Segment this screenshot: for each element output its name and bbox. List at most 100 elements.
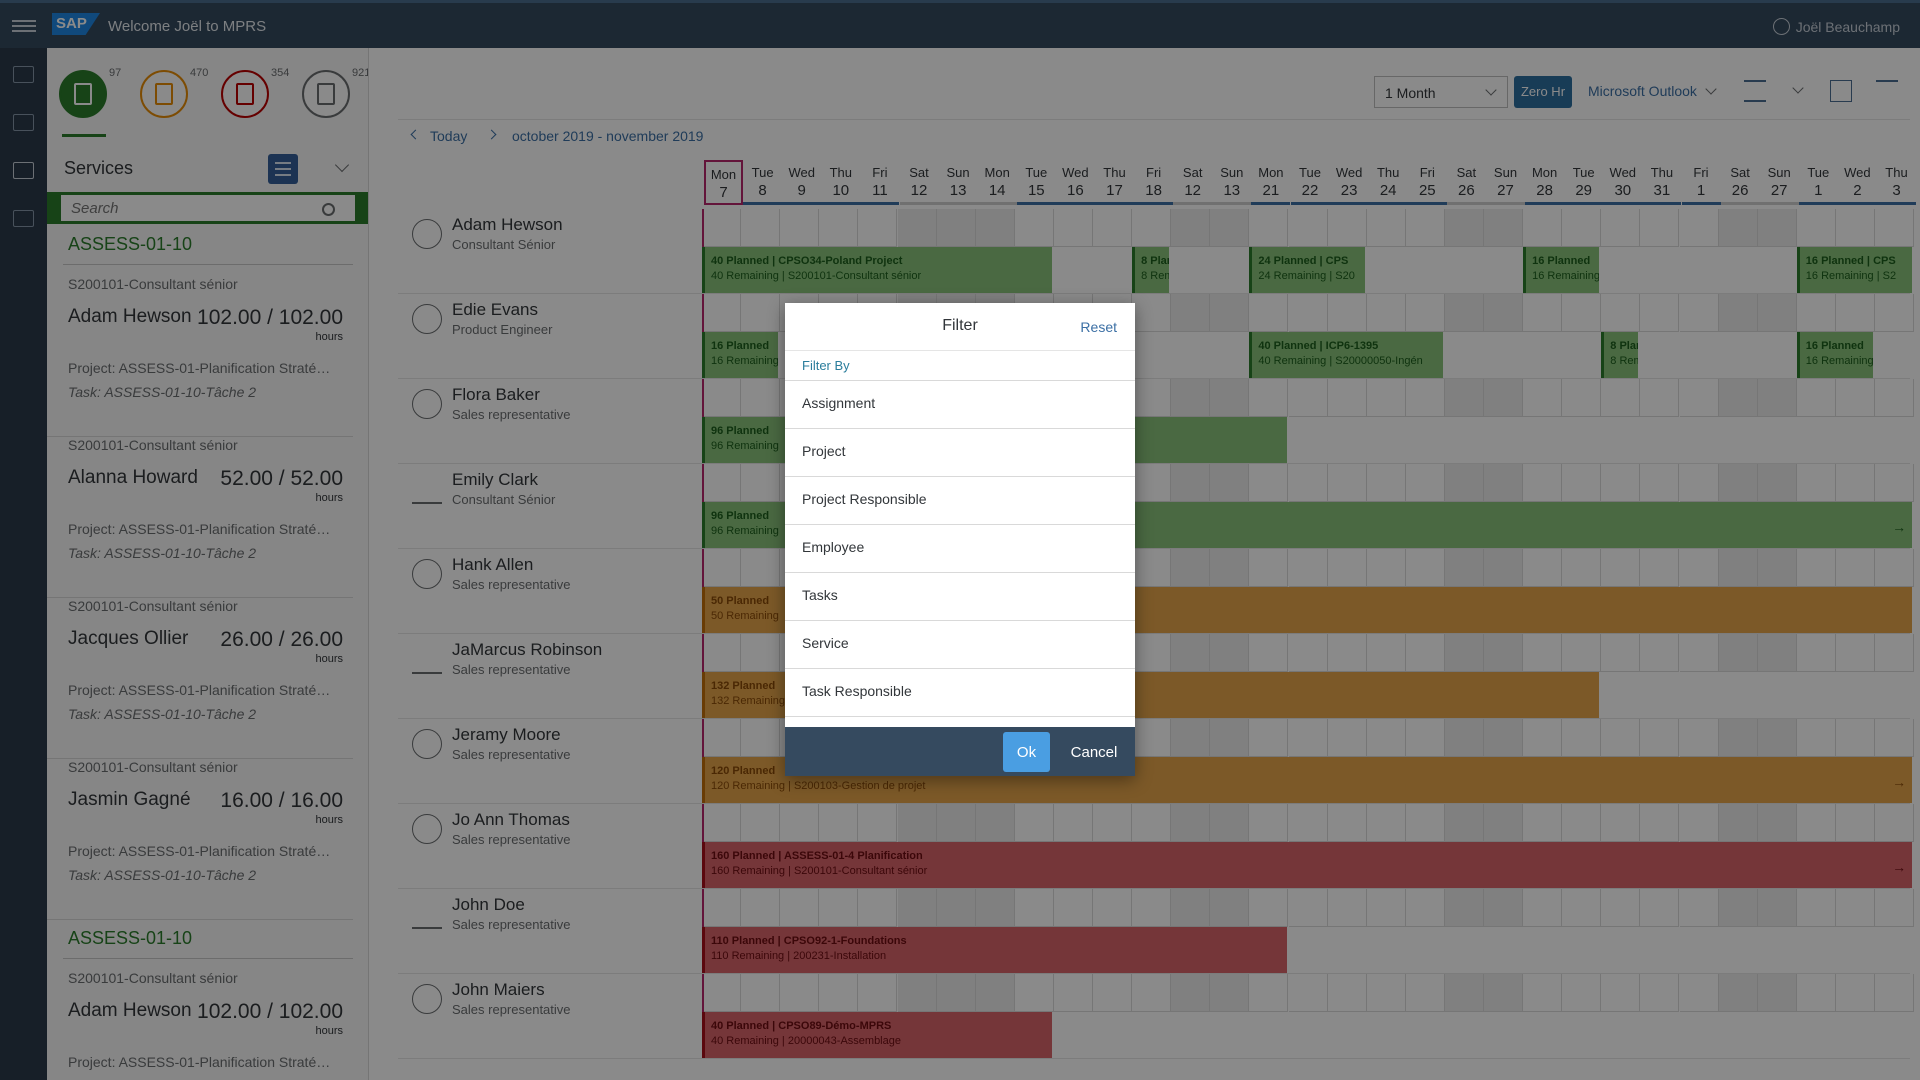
- calendar-icon[interactable]: [1830, 80, 1852, 102]
- filter-item[interactable]: Assignment: [785, 381, 1135, 429]
- day-cell[interactable]: [1288, 974, 1328, 1012]
- assignment-bar[interactable]: 40 Planned | CPSO34-Poland Project 40 Rem…: [702, 247, 1052, 293]
- day-cell[interactable]: [1210, 294, 1250, 332]
- day-cell[interactable]: [1171, 294, 1211, 332]
- day-cell[interactable]: [1796, 804, 1836, 842]
- day-cell[interactable]: [897, 804, 937, 842]
- assignment-bar[interactable]: 16 Planned 16 Remaining: [1796, 332, 1873, 378]
- day-cell[interactable]: [1210, 379, 1250, 417]
- day-cell[interactable]: [1484, 719, 1523, 757]
- day-cell[interactable]: [1484, 974, 1523, 1012]
- day-cell[interactable]: [1718, 804, 1758, 842]
- day-cell[interactable]: [1327, 209, 1367, 247]
- day-cell[interactable]: [1249, 719, 1289, 757]
- day-cell[interactable]: [1835, 889, 1875, 927]
- ok-button[interactable]: Ok: [1003, 732, 1050, 772]
- day-cell[interactable]: [1757, 209, 1797, 247]
- day-cell[interactable]: [1835, 549, 1875, 587]
- day-cell[interactable]: [702, 209, 741, 247]
- day-cell[interactable]: [1835, 294, 1875, 332]
- day-cell[interactable]: [1405, 294, 1445, 332]
- day-cell[interactable]: [1640, 464, 1680, 502]
- day-cell[interactable]: [1132, 294, 1172, 332]
- filter-item[interactable]: Employee: [785, 525, 1135, 573]
- day-cell[interactable]: [1132, 974, 1172, 1012]
- day-cell[interactable]: [1249, 974, 1289, 1012]
- day-cell[interactable]: [1757, 634, 1797, 672]
- day-cell[interactable]: [1366, 974, 1406, 1012]
- filter-item[interactable]: Tasks: [785, 573, 1135, 621]
- day-cell[interactable]: [1640, 719, 1680, 757]
- day-cell[interactable]: [1288, 209, 1328, 247]
- day-cell[interactable]: [1679, 974, 1719, 1012]
- day-cell[interactable]: [1679, 464, 1719, 502]
- day-cell[interactable]: [702, 379, 741, 417]
- day-cell[interactable]: [1523, 379, 1563, 417]
- day-cell[interactable]: [1640, 804, 1680, 842]
- day-cell[interactable]: [1562, 974, 1602, 1012]
- day-cell[interactable]: [1640, 889, 1680, 927]
- day-cell[interactable]: [741, 549, 781, 587]
- day-cell[interactable]: [1757, 549, 1797, 587]
- filter-item[interactable]: Task Responsible: [785, 669, 1135, 717]
- day-cell[interactable]: [1796, 464, 1836, 502]
- day-cell[interactable]: [1249, 804, 1289, 842]
- outlook-select[interactable]: Microsoft Outlook: [1588, 83, 1717, 99]
- day-cell[interactable]: [1093, 889, 1132, 927]
- day-cell[interactable]: [1405, 889, 1445, 927]
- user-menu[interactable]: Joël Beauchamp: [1772, 18, 1900, 35]
- assignment-bar[interactable]: 16 Planned 16 Remaining: [702, 332, 779, 378]
- day-cell[interactable]: [1679, 804, 1719, 842]
- day-cell[interactable]: [1757, 294, 1797, 332]
- day-cell[interactable]: [1484, 634, 1523, 672]
- day-cell[interactable]: [1757, 464, 1797, 502]
- day-cell[interactable]: [1405, 719, 1445, 757]
- day-cell[interactable]: [897, 209, 937, 247]
- day-cell[interactable]: [1171, 974, 1211, 1012]
- day-cell[interactable]: [819, 889, 859, 927]
- day-cell[interactable]: [1053, 974, 1093, 1012]
- day-cell[interactable]: [1053, 804, 1093, 842]
- day-cell[interactable]: [1679, 294, 1719, 332]
- day-cell[interactable]: [780, 209, 820, 247]
- day-cell[interactable]: [1679, 889, 1719, 927]
- assignment-bar[interactable]: 16 Planned 16 Remaining: [1523, 247, 1600, 293]
- day-cell[interactable]: [1640, 379, 1680, 417]
- day-cell[interactable]: [1835, 719, 1875, 757]
- resource-name[interactable]: Adam Hewson: [452, 215, 563, 234]
- day-cell[interactable]: [1288, 549, 1328, 587]
- day-cell[interactable]: [1405, 549, 1445, 587]
- day-cell[interactable]: [819, 804, 859, 842]
- date-range[interactable]: october 2019 - november 2019: [512, 128, 704, 144]
- day-cell[interactable]: [1796, 549, 1836, 587]
- day-cell[interactable]: [1757, 974, 1797, 1012]
- day-cell[interactable]: [1484, 294, 1523, 332]
- day-cell[interactable]: [1757, 804, 1797, 842]
- day-cell[interactable]: [1327, 634, 1367, 672]
- day-cell[interactable]: [1757, 379, 1797, 417]
- warning-triangle-kpi-button[interactable]: [221, 70, 269, 118]
- day-cell[interactable]: [897, 974, 937, 1012]
- day-cell[interactable]: [1444, 294, 1484, 332]
- day-cell[interactable]: [1171, 549, 1211, 587]
- day-cell[interactable]: [780, 889, 820, 927]
- day-cell[interactable]: [1444, 209, 1484, 247]
- day-cell[interactable]: [741, 719, 781, 757]
- reset-link[interactable]: Reset: [1080, 319, 1117, 335]
- day-cell[interactable]: [1132, 719, 1172, 757]
- day-cell[interactable]: [1875, 634, 1914, 672]
- service-card[interactable]: S200101-Consultant sénior Jacques Ollier 2…: [47, 598, 353, 759]
- day-cell[interactable]: [1132, 889, 1172, 927]
- resource-name[interactable]: Flora Baker: [452, 385, 540, 404]
- day-cell[interactable]: [1601, 379, 1641, 417]
- day-cell[interactable]: [1093, 974, 1132, 1012]
- day-cell[interactable]: [1523, 294, 1563, 332]
- day-cell[interactable]: [1718, 209, 1758, 247]
- day-cell[interactable]: [1366, 719, 1406, 757]
- day-cell[interactable]: [1679, 209, 1719, 247]
- filter-item[interactable]: Project Responsible: [785, 477, 1135, 525]
- resource-name[interactable]: Edie Evans: [452, 300, 538, 319]
- service-card[interactable]: S200101-Consultant sénior Adam Hewson 102.…: [47, 970, 353, 1080]
- day-cell[interactable]: [1444, 974, 1484, 1012]
- day-cell[interactable]: [1288, 294, 1328, 332]
